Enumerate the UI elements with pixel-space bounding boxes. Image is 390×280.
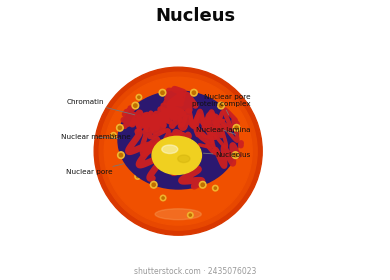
Circle shape: [117, 185, 122, 191]
Text: shutterstock.com · 2435076023: shutterstock.com · 2435076023: [134, 267, 256, 276]
Text: Nuclear pore
protein complex: Nuclear pore protein complex: [192, 94, 251, 115]
Text: Nucleus: Nucleus: [155, 7, 235, 25]
Ellipse shape: [118, 91, 238, 189]
Text: Nucleolus: Nucleolus: [204, 152, 251, 158]
Circle shape: [235, 126, 238, 129]
Circle shape: [223, 133, 225, 136]
Text: Nuclear membrane: Nuclear membrane: [60, 134, 130, 140]
Text: Nuclear lamina: Nuclear lamina: [197, 127, 251, 134]
Circle shape: [118, 126, 122, 129]
Circle shape: [215, 188, 217, 190]
Circle shape: [104, 77, 252, 225]
Circle shape: [233, 124, 240, 131]
Text: Nuclear pore: Nuclear pore: [66, 164, 124, 175]
Ellipse shape: [152, 136, 202, 174]
Circle shape: [144, 104, 146, 106]
Text: Chromatin: Chromatin: [66, 99, 135, 115]
Ellipse shape: [143, 99, 202, 128]
Circle shape: [119, 153, 122, 157]
Ellipse shape: [145, 96, 173, 114]
Circle shape: [152, 183, 155, 186]
Circle shape: [124, 136, 129, 141]
Circle shape: [186, 200, 189, 202]
Circle shape: [134, 104, 137, 107]
Ellipse shape: [177, 155, 190, 163]
Circle shape: [142, 102, 147, 108]
Circle shape: [219, 104, 223, 107]
Circle shape: [161, 91, 164, 94]
Circle shape: [199, 181, 206, 188]
Circle shape: [126, 137, 128, 140]
Circle shape: [132, 102, 139, 109]
Ellipse shape: [162, 145, 178, 153]
Ellipse shape: [155, 209, 201, 220]
Circle shape: [99, 72, 257, 230]
Circle shape: [232, 152, 239, 158]
Circle shape: [118, 187, 121, 189]
Circle shape: [117, 124, 123, 131]
Circle shape: [221, 132, 227, 137]
Circle shape: [118, 152, 124, 158]
Circle shape: [160, 204, 162, 206]
Circle shape: [151, 181, 157, 188]
Circle shape: [213, 186, 219, 192]
Circle shape: [181, 95, 183, 97]
Circle shape: [219, 94, 225, 99]
Circle shape: [201, 183, 204, 186]
Circle shape: [158, 202, 163, 208]
Circle shape: [185, 199, 191, 204]
Circle shape: [159, 89, 166, 96]
Circle shape: [221, 95, 223, 97]
Circle shape: [191, 89, 197, 96]
Circle shape: [179, 93, 185, 99]
Circle shape: [234, 153, 237, 157]
Circle shape: [218, 102, 224, 109]
Circle shape: [94, 67, 262, 235]
Circle shape: [192, 91, 195, 94]
